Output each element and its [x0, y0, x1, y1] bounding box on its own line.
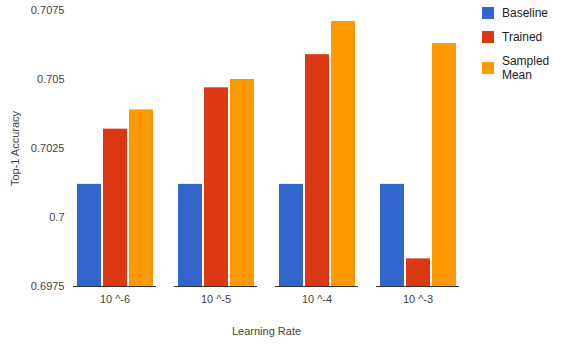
svg-text:0.705: 0.705 [37, 73, 65, 85]
html-text:Baseline: Baseline [502, 6, 548, 20]
svg-text:10 ^-3: 10 ^-3 [403, 293, 433, 305]
svg-text:10 ^-6: 10 ^-6 [100, 293, 130, 305]
svg-text:0.7075: 0.7075 [31, 4, 65, 16]
html-text:Sampled Mean: Sampled Mean [501, 54, 550, 82]
svg-text:0.7025: 0.7025 [31, 142, 65, 154]
html-text:Trained: Trained [502, 30, 543, 44]
svg-text:Top-1 Accuracy: Top-1 Accuracy [9, 110, 21, 186]
svg-text:Learning Rate: Learning Rate [232, 325, 301, 337]
svg-text:10 ^-5: 10 ^-5 [201, 293, 231, 305]
svg-text:0.7: 0.7 [49, 211, 64, 223]
svg-text:10 ^-4: 10 ^-4 [302, 293, 332, 305]
svg-text:0.6975: 0.6975 [31, 280, 65, 292]
